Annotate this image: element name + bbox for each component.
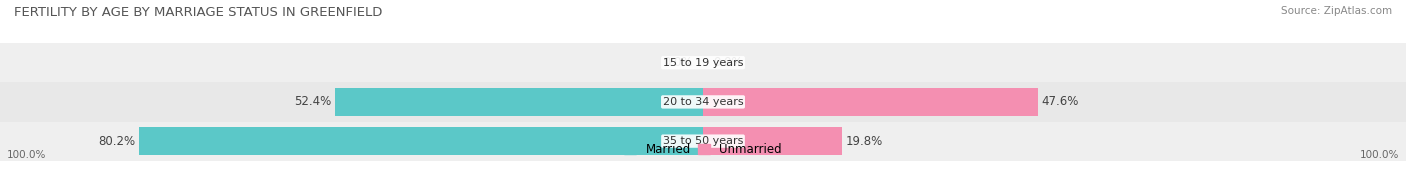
Bar	[703, 88, 1038, 116]
Text: 80.2%: 80.2%	[98, 135, 135, 148]
Bar	[0, 43, 1406, 82]
Text: 52.4%: 52.4%	[294, 95, 332, 108]
Text: 100.0%: 100.0%	[7, 150, 46, 160]
Bar	[0, 122, 1406, 161]
Bar	[703, 127, 842, 155]
Text: 35 to 50 years: 35 to 50 years	[662, 136, 744, 146]
Text: 100.0%: 100.0%	[1360, 150, 1399, 160]
Bar	[335, 88, 703, 116]
Text: 47.6%: 47.6%	[1040, 95, 1078, 108]
Text: 0.0%: 0.0%	[713, 56, 744, 69]
Text: 20 to 34 years: 20 to 34 years	[662, 97, 744, 107]
Text: 15 to 19 years: 15 to 19 years	[662, 58, 744, 68]
Bar	[139, 127, 703, 155]
Text: 19.8%: 19.8%	[846, 135, 883, 148]
Text: Source: ZipAtlas.com: Source: ZipAtlas.com	[1281, 6, 1392, 16]
Legend: Married, Unmarried: Married, Unmarried	[620, 138, 786, 161]
Text: 0.0%: 0.0%	[662, 56, 693, 69]
Bar	[0, 82, 1406, 122]
Text: FERTILITY BY AGE BY MARRIAGE STATUS IN GREENFIELD: FERTILITY BY AGE BY MARRIAGE STATUS IN G…	[14, 6, 382, 19]
